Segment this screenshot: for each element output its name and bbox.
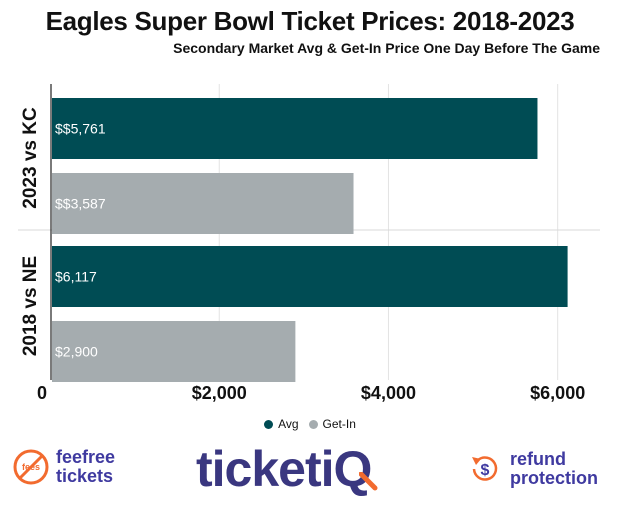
data-label-get-in-0: $$3,587 [55,196,106,212]
refund-line2: protection [510,468,598,488]
data-label-get-in-1: $2,900 [55,344,98,360]
bar-get-in-0 [52,173,354,234]
refund-icon-text: $ [481,462,490,479]
chart-legend: Avg Get-In [0,417,620,431]
x-tick-label-0: 0 [37,383,47,403]
refund-line1: refund [510,449,566,469]
legend-swatch-avg [264,419,274,429]
legend-item-avg: Avg [264,417,299,431]
magnifier-icon [359,472,378,491]
bar-get-in-1 [52,321,296,382]
feefree-line1: feefree [56,447,116,467]
ticketiq-wordmark: ticketiQ [196,441,372,497]
feefree-tickets-logo: fees feefree tickets [12,448,115,486]
group-label-1: 2018 vs NE [20,256,41,356]
group-label-0: 2023 vs KC [20,107,41,209]
no-fees-icon-text: fees [22,462,40,472]
footer-logos: fees feefree tickets ticketiQ $ refund p… [0,440,620,513]
data-label-avg-1: $6,117 [55,269,97,285]
legend-label-avg: Avg [278,417,299,431]
chart-title: Eagles Super Bowl Ticket Prices: 2018-20… [45,6,575,36]
bar-avg-0 [52,98,538,159]
refund-protection-logo: $ refund protection [468,450,598,488]
feefree-line2: tickets [56,466,114,486]
chart-subtitle: Secondary Market Avg & Get-In Price One … [173,40,600,56]
ticketiq-logo: ticketiQ [196,440,379,498]
bar-avg-1 [52,246,568,307]
x-tick-label-2: $4,000 [361,383,416,403]
legend-label-getin: Get-In [322,417,356,431]
no-fees-icon: fees [13,449,49,485]
legend-item-getin: Get-In [308,417,356,431]
data-label-avg-0: $$5,761 [55,121,106,137]
legend-swatch-getin [308,419,318,429]
x-tick-label-1: $2,000 [192,383,247,403]
refund-icon: $ [472,456,498,481]
x-tick-label-3: $6,000 [530,383,585,403]
